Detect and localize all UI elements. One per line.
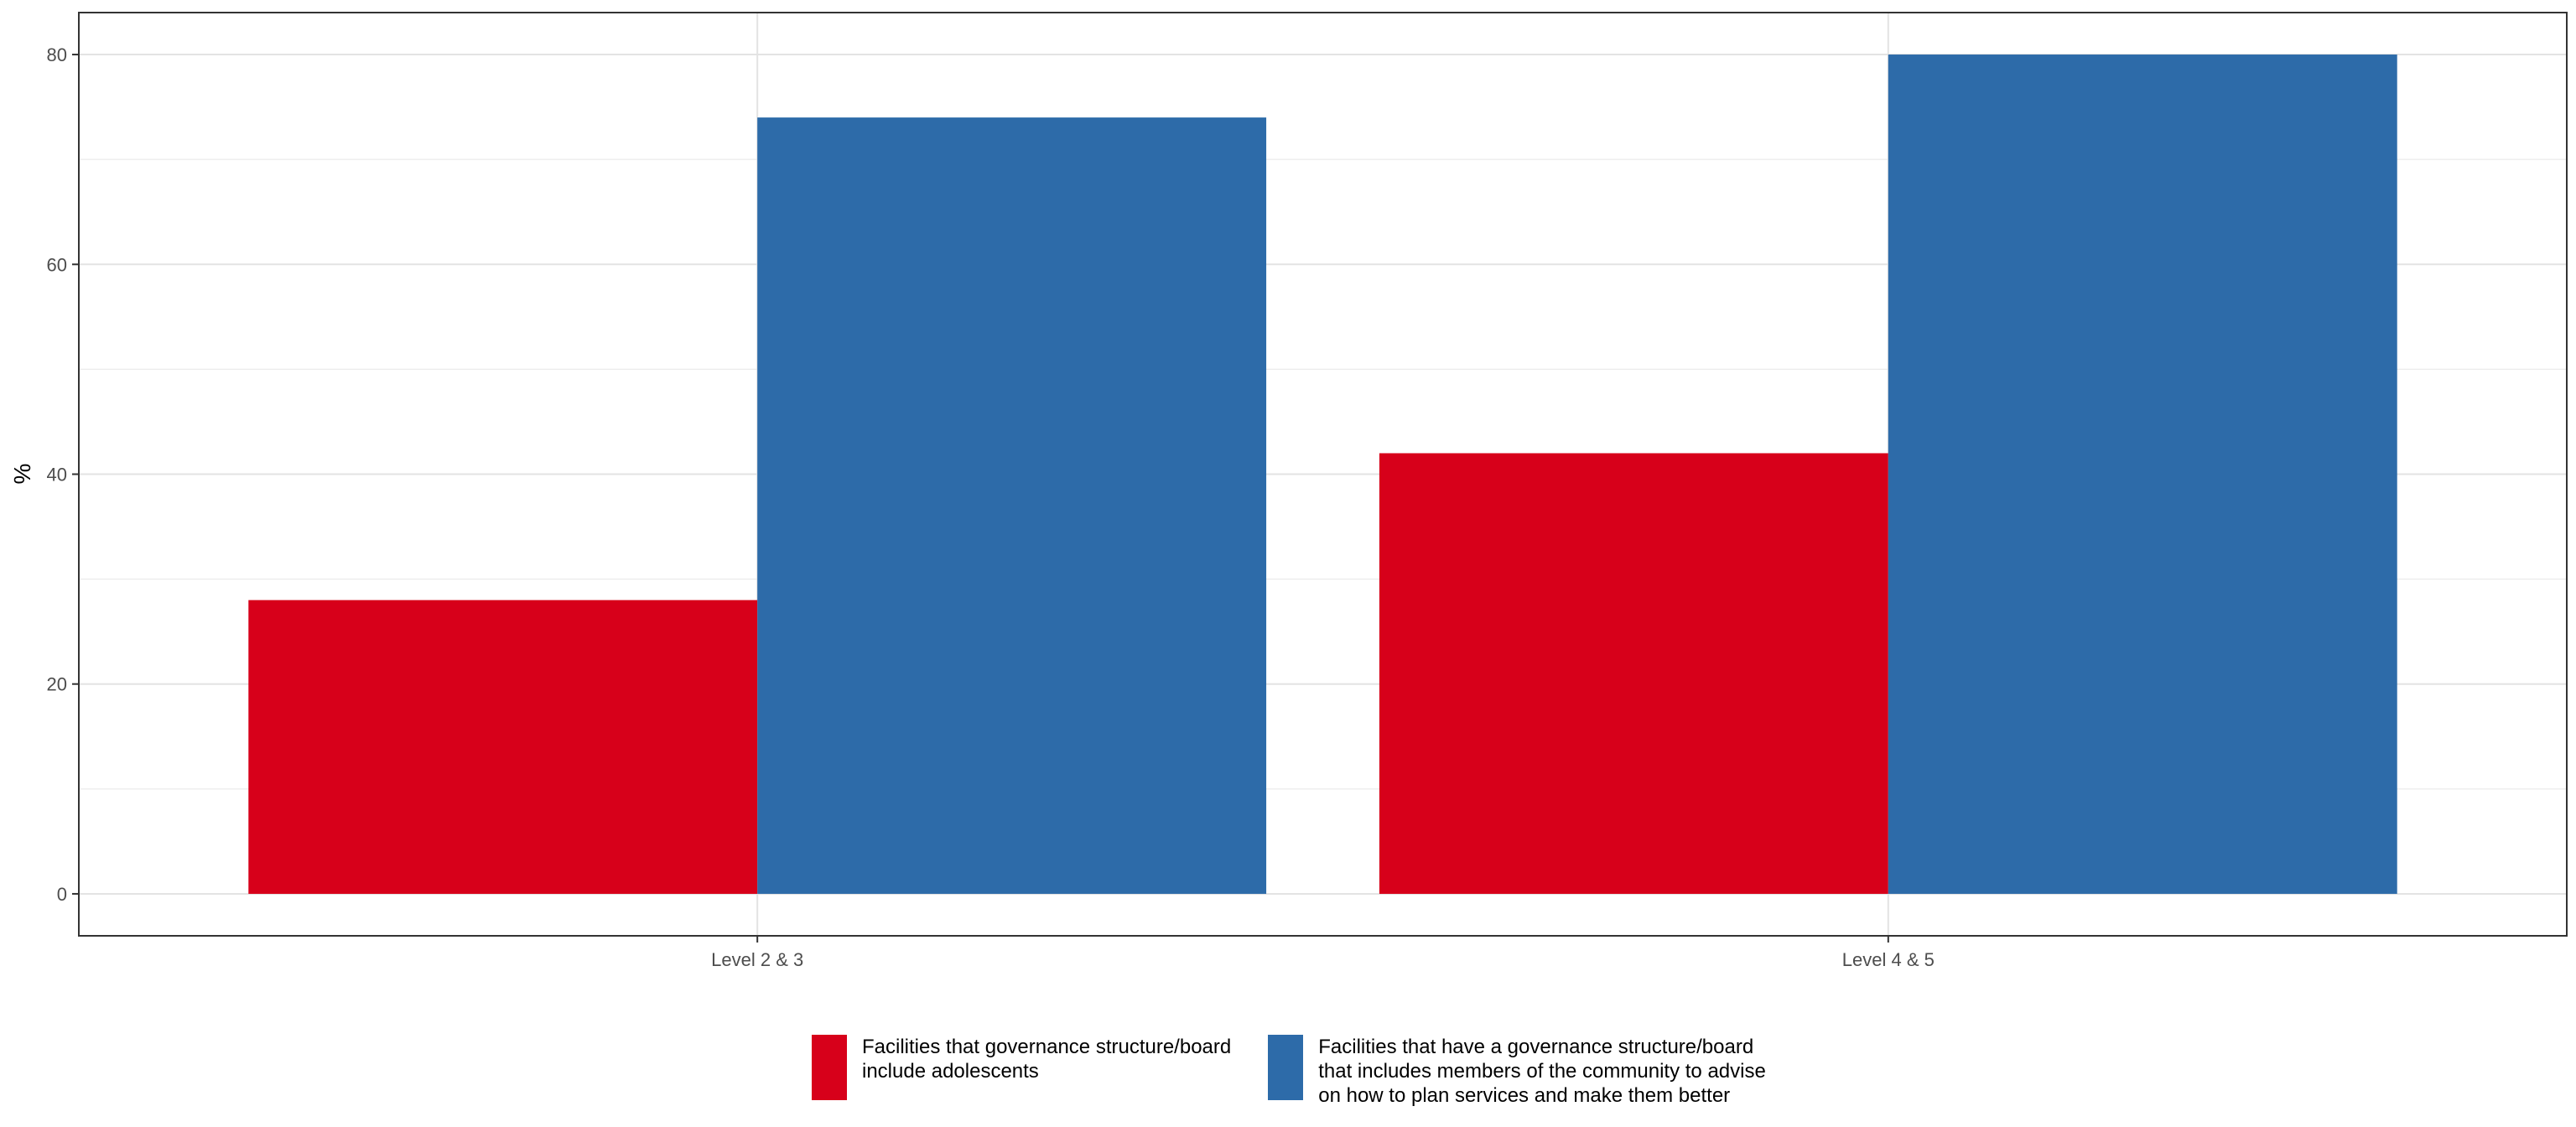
x-tick-label: Level 4 & 5: [1842, 949, 1935, 970]
y-tick-label: 0: [57, 884, 67, 905]
legend-item-adolescents: Facilities that governance structure/boa…: [812, 1035, 1231, 1100]
y-tick-label: 40: [47, 465, 67, 486]
y-tick-label: 20: [47, 674, 67, 695]
legend-label-community: Facilities that have a governance struct…: [1318, 1036, 1766, 1107]
legend-label-adolescents: Facilities that governance structure/boa…: [862, 1036, 1232, 1083]
axis-ticks: 0 20 40 60 80 Level 2 & 3 Level 4 & 5: [47, 44, 1935, 970]
legend-key-blue: [1268, 1035, 1304, 1100]
legend-key-red: [812, 1035, 847, 1100]
legend-item-community: Facilities that have a governance struct…: [1268, 1035, 1766, 1108]
legend: Facilities that governance structure/boa…: [812, 1035, 1803, 1108]
bar-series-0-1: [1379, 453, 1888, 894]
bar-series-1-0: [757, 117, 1267, 894]
x-tick-label: Level 2 & 3: [711, 949, 803, 970]
y-axis-title: %: [9, 464, 35, 485]
y-tick-label: 80: [47, 44, 67, 65]
bar-series-1-1: [1888, 55, 2397, 894]
bar-series-0-0: [248, 600, 758, 894]
y-tick-label: 60: [47, 254, 67, 275]
bars: [248, 55, 2397, 894]
